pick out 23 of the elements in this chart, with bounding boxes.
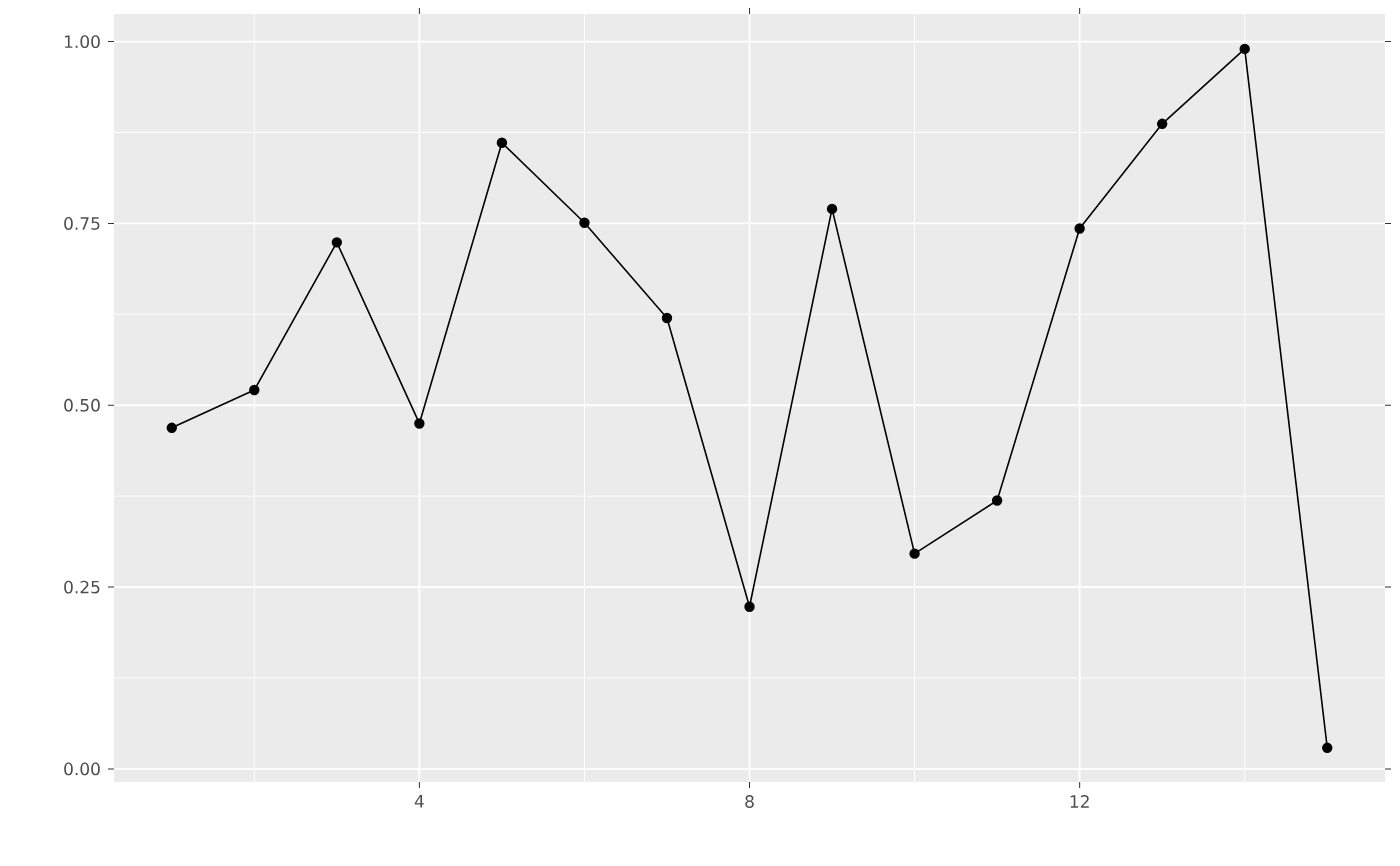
x-tick-label: 4 bbox=[414, 795, 424, 808]
point bbox=[579, 217, 590, 228]
point bbox=[826, 203, 838, 215]
point bbox=[991, 495, 1003, 506]
point bbox=[1074, 223, 1085, 234]
point bbox=[331, 237, 343, 248]
point bbox=[1322, 742, 1333, 754]
point bbox=[249, 384, 260, 396]
y-tick-label: 0.75 bbox=[64, 217, 100, 230]
x-tick-label: 8 bbox=[745, 795, 754, 808]
point bbox=[1156, 118, 1168, 130]
point bbox=[744, 601, 755, 612]
point bbox=[166, 422, 177, 434]
point bbox=[496, 137, 508, 148]
point bbox=[661, 312, 673, 324]
point bbox=[909, 548, 920, 559]
y-tick-label: 0.50 bbox=[64, 398, 100, 412]
y-tick-label: 0.25 bbox=[64, 580, 100, 594]
x-tick-label: 12 bbox=[1070, 795, 1089, 808]
point bbox=[414, 418, 425, 429]
point bbox=[1239, 43, 1250, 55]
y-tick-label: 1.00 bbox=[64, 35, 100, 49]
y-tick-label: 0.00 bbox=[64, 762, 100, 776]
